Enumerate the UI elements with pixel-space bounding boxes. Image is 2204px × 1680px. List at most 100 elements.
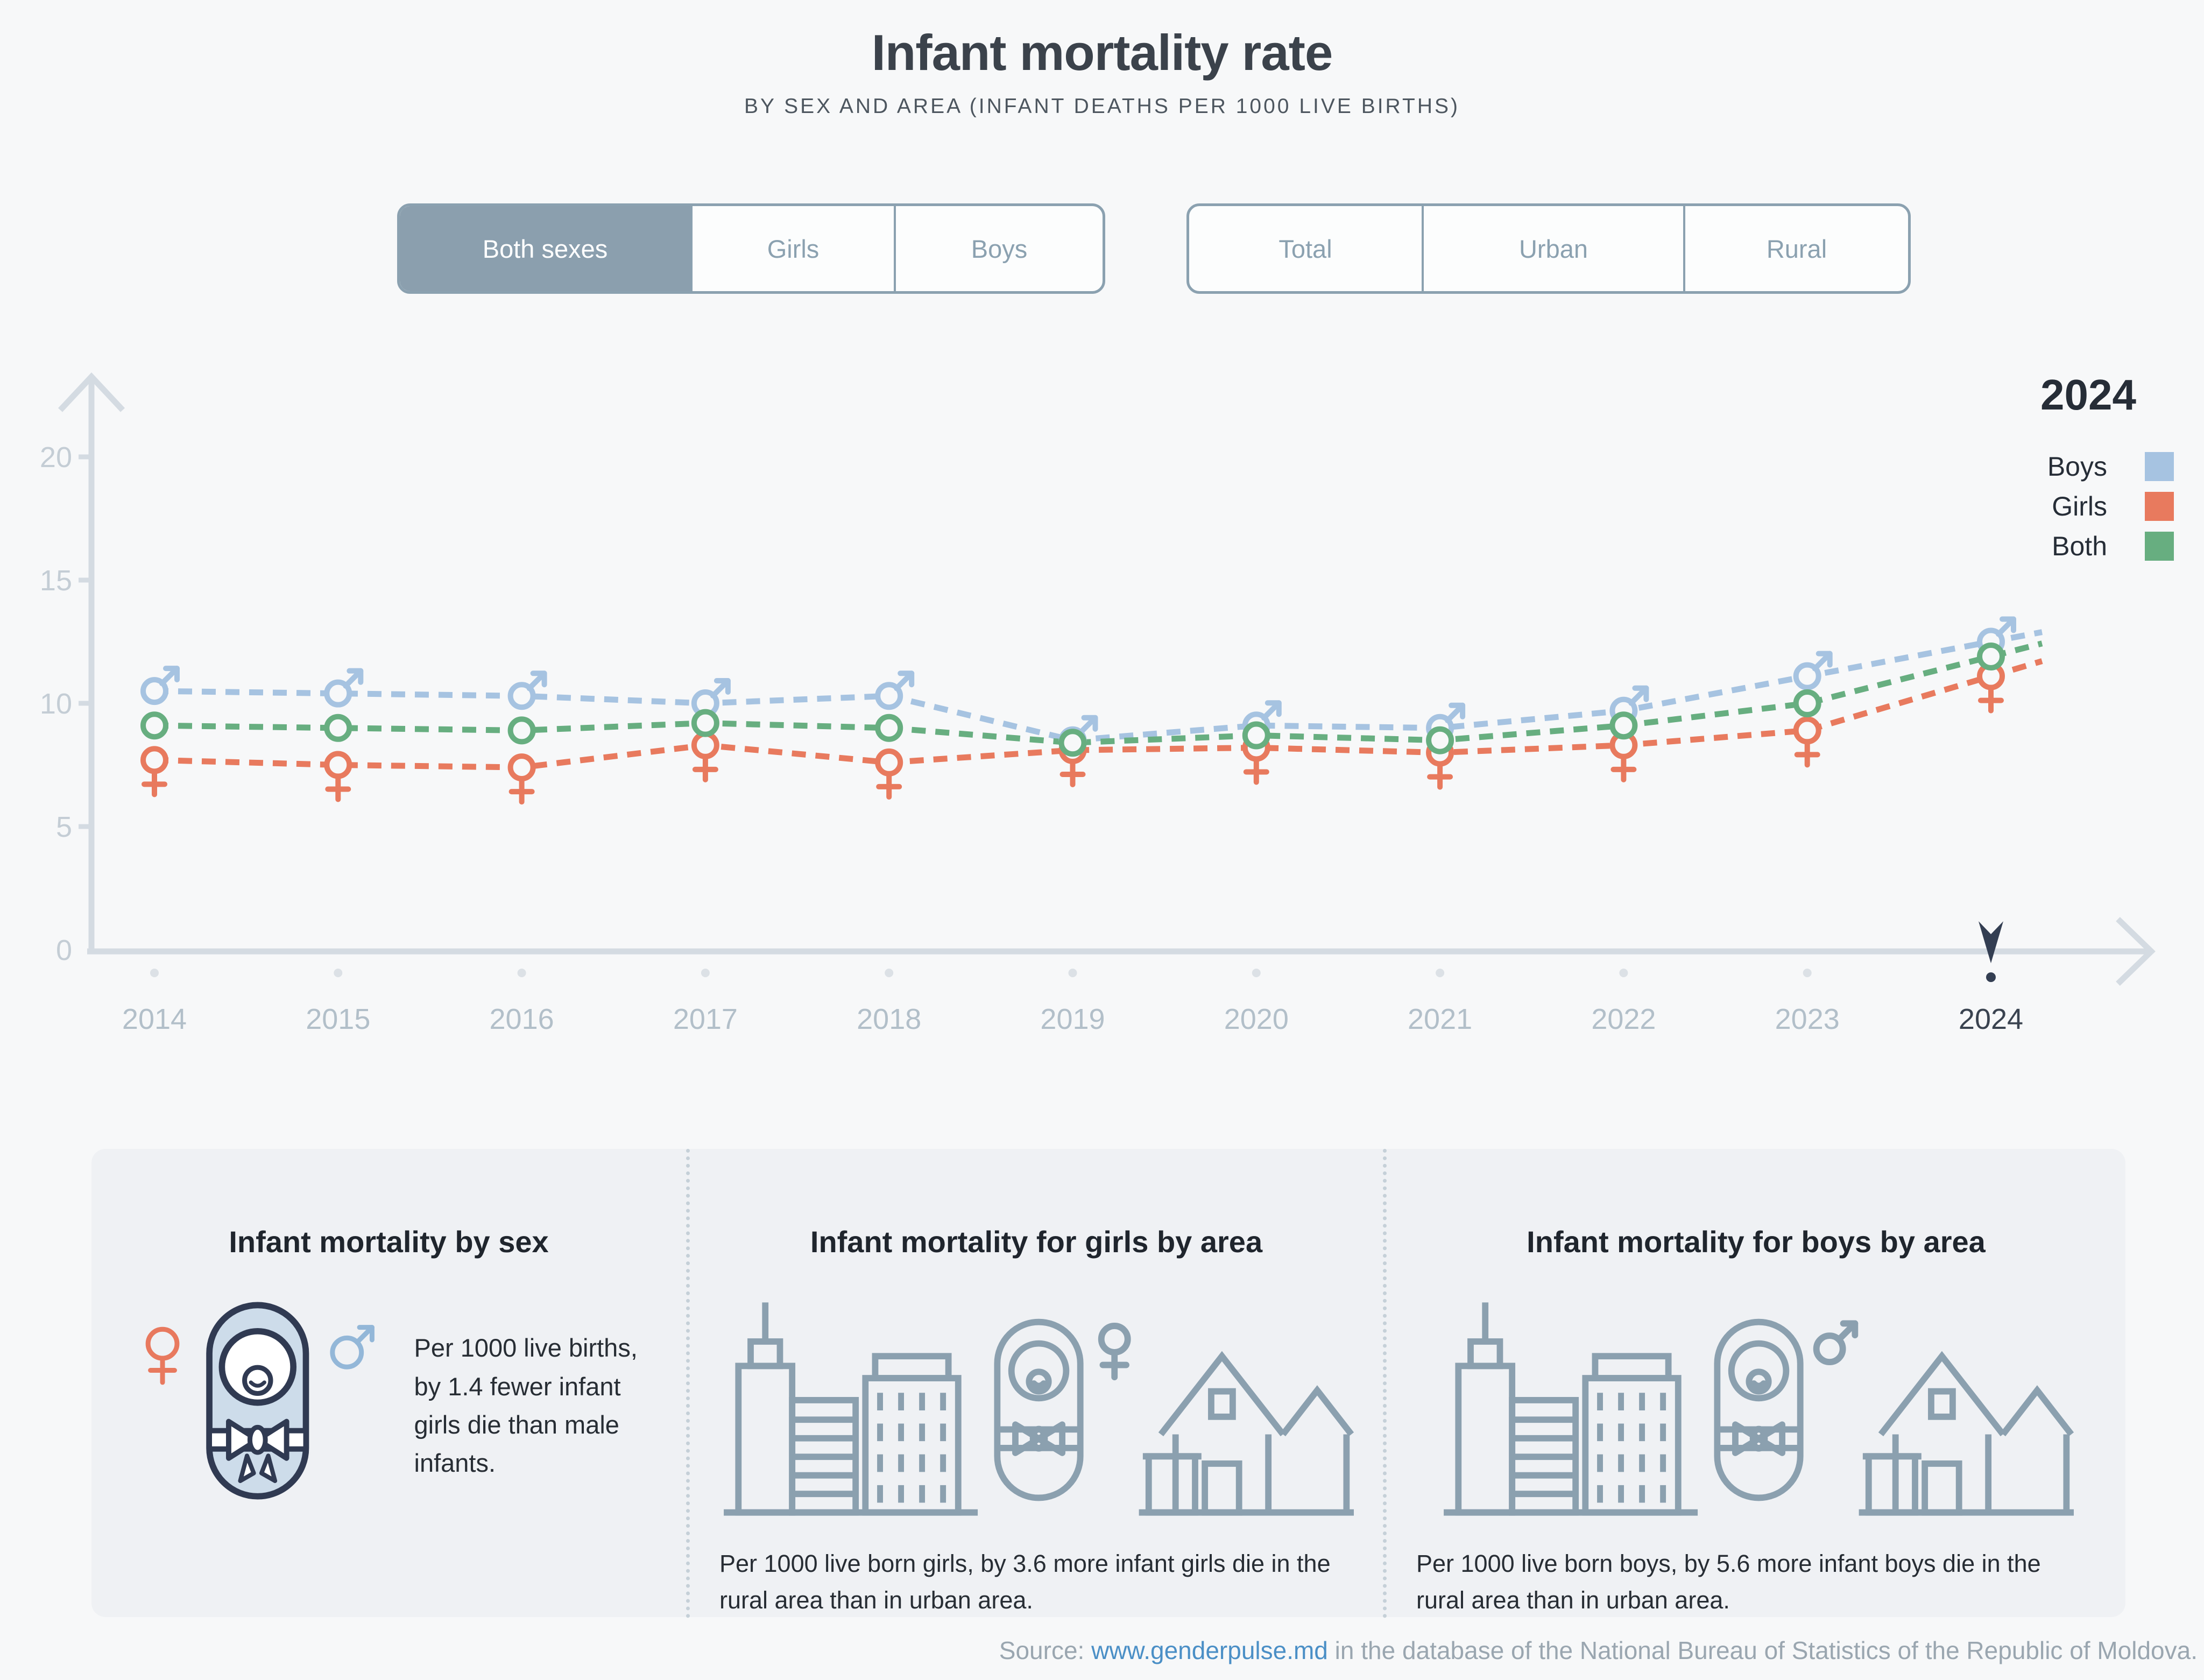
legend-label-girls: Girls [2052,491,2107,521]
insight-girls-text: Per 1000 live born girls, by 3.6 more in… [719,1550,1331,1614]
marker-both-2014[interactable] [140,711,168,740]
marker-boys-2015[interactable] [324,668,364,708]
x-label-2022: 2022 [1591,1003,1656,1035]
marker-girls-2015[interactable] [324,751,352,802]
x-dot-2017 [701,969,710,977]
x-label-2017: 2017 [673,1003,738,1035]
series-line-girls [154,658,2043,771]
baby-swaddle-icon [994,1318,1084,1501]
source-link[interactable]: www.genderpulse.md [1091,1636,1328,1664]
marker-both-2016[interactable] [507,716,536,745]
marker-both-2020[interactable] [1242,721,1270,750]
x-label-2024: 2024 [1959,1003,2023,1035]
boys-area-icons [1443,1302,2074,1516]
legend-label-both: Both [2052,531,2107,561]
legend-item-both: Both [1959,526,2185,566]
source-suffix: in the database of the National Bureau o… [1327,1636,2198,1664]
girls-area-icons [724,1302,1354,1516]
x-dot-2015 [334,969,343,977]
x-dot-2020 [1252,969,1261,977]
x-label-2020: 2020 [1224,1003,1289,1035]
insight-boys-title: Infant mortality for boys by area [1527,1225,1986,1259]
marker-boys-2023[interactable] [1793,651,1833,690]
legend-swatch-girls [2145,492,2174,521]
y-tick-label-5: 5 [56,811,72,843]
area-filter-group: Total Urban Rural [1186,203,1911,294]
sex-option-both-sexes[interactable]: Both sexes [400,206,690,291]
legend-year: 2024 [2040,371,2136,419]
marker-boys-2014[interactable] [140,666,180,705]
x-label-2018: 2018 [857,1003,921,1035]
marker-girls-2014[interactable] [140,746,168,797]
x-dot-2018 [885,969,894,977]
source-prefix: Source: [999,1636,1092,1664]
y-tick-label-15: 15 [40,564,72,597]
x-dot-2014 [150,969,159,977]
x-label-2023: 2023 [1775,1003,1840,1035]
insight-by-sex: Infant mortality by sex [91,1149,686,1618]
marker-girls-2022[interactable] [1609,731,1638,782]
marker-both-2015[interactable] [324,714,352,742]
x-dot-2023 [1803,969,1812,977]
baby-swaddle-icon [1713,1318,1804,1501]
legend-item-girls: Girls [1959,486,2185,526]
series-line-both [154,640,2043,746]
highlight-year-pointer-icon [1979,921,2003,963]
marker-girls-2018[interactable] [875,748,903,800]
page-title: Infant mortality rate [871,24,1333,81]
insight-boys-by-area: Infant mortality for boys by area [1383,1149,2125,1618]
marker-girls-2016[interactable] [507,753,536,805]
marker-both-2024[interactable] [1977,642,2005,670]
insight-by-sex-text: Per 1000 live births, by 1.4 fewer infan… [414,1333,638,1478]
baby-by-sex-icon [145,1302,375,1500]
city-buildings-icon [724,1302,978,1516]
y-tick-label-20: 20 [40,441,72,474]
marker-both-2023[interactable] [1793,689,1821,717]
marker-both-2019[interactable] [1058,729,1087,757]
male-symbol-icon [1813,1320,1858,1366]
highlight-year-dot [1986,972,1996,982]
marker-girls-2017[interactable] [691,731,719,782]
marker-both-2017[interactable] [691,709,719,737]
marker-both-2018[interactable] [875,714,903,742]
sex-option-girls[interactable]: Girls [690,206,894,291]
marker-boys-2017[interactable] [691,678,731,717]
legend-swatch-both [2145,532,2174,561]
city-buildings-icon [1443,1302,1698,1516]
y-axis-arrow-icon [58,372,125,412]
legend-label-boys: Boys [2047,451,2107,482]
house-icon [1859,1351,2074,1516]
sex-option-boys[interactable]: Boys [894,206,1103,291]
x-axis-arrow-icon [2116,917,2156,986]
female-symbol-icon [145,1326,180,1385]
marker-both-2022[interactable] [1609,711,1638,740]
x-dot-2019 [1068,969,1077,977]
insight-girls-title: Infant mortality for girls by area [810,1225,1263,1259]
insights-panel: Infant mortality by sex [91,1149,2125,1618]
marker-boys-2018[interactable] [875,670,915,710]
sex-filter-group: Both sexes Girls Boys [397,203,1105,294]
y-tick-label-0: 0 [56,934,72,966]
legend-item-boys: Boys [1959,447,2185,486]
x-dot-2021 [1436,969,1445,977]
marker-boys-2016[interactable] [507,670,547,710]
page-subtitle: BY SEX AND AREA (INFANT DEATHS PER 1000 … [744,95,1460,118]
x-label-2016: 2016 [490,1003,554,1035]
x-dot-2022 [1619,969,1628,977]
x-label-2015: 2015 [306,1003,370,1035]
source-note: Source: www.genderpulse.md in the databa… [999,1636,2198,1665]
female-symbol-icon [1098,1323,1131,1381]
x-label-2019: 2019 [1040,1003,1105,1035]
area-option-total[interactable]: Total [1189,206,1422,291]
series-line-boys [154,629,2043,744]
male-symbol-icon [330,1325,375,1370]
marker-both-2021[interactable] [1426,726,1454,754]
x-dot-2016 [517,969,526,977]
marker-girls-2024[interactable] [1977,662,2005,714]
marker-girls-2023[interactable] [1793,716,1821,768]
chart-legend: 2024 Boys Girls Both [1959,370,2185,566]
area-option-urban[interactable]: Urban [1422,206,1683,291]
insight-girls-by-area: Infant mortality for girls by area [686,1149,1383,1618]
area-option-rural[interactable]: Rural [1683,206,1908,291]
legend-swatch-boys [2145,452,2174,481]
